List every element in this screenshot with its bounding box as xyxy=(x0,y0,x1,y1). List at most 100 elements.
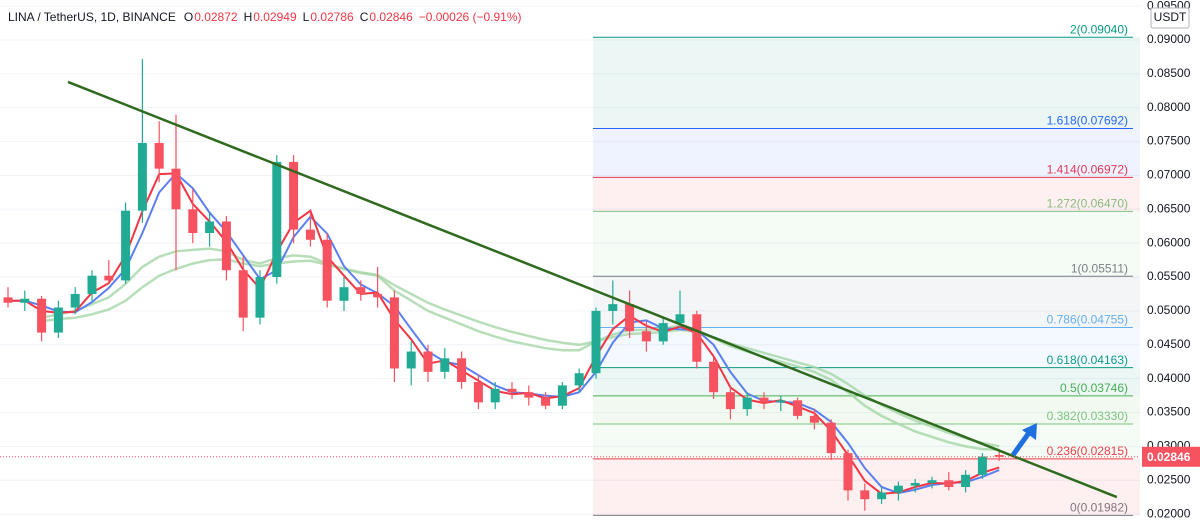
y-tick-label: 0.06000 xyxy=(1147,235,1191,249)
y-tick-label: 0.05000 xyxy=(1147,303,1191,317)
candle-body xyxy=(977,456,987,475)
candle-body xyxy=(675,314,685,324)
candle-body xyxy=(793,400,803,416)
y-tick-label: 0.07500 xyxy=(1147,134,1191,148)
candle-body xyxy=(205,221,215,234)
y-tick-label: 0.06500 xyxy=(1147,201,1191,215)
candle-body xyxy=(255,277,265,318)
fib-band xyxy=(593,37,1140,129)
candle-body xyxy=(591,310,601,374)
symbol-title: LINA / TetherUS, 1D, BINANCE xyxy=(8,10,176,24)
y-tick-label: 0.04000 xyxy=(1147,371,1191,385)
overlay: LINA / TetherUS, 1D, BINANCE O 0.02872 H 0.0… xyxy=(8,10,1037,457)
candle-body xyxy=(625,304,635,332)
candle-body xyxy=(725,392,735,410)
candle-body xyxy=(759,397,769,403)
candle-body xyxy=(70,293,80,308)
candle-body xyxy=(910,482,920,486)
fib-band xyxy=(593,276,1140,328)
fib-label: 0.5(0.03746) xyxy=(1060,381,1128,395)
candle-body xyxy=(709,361,719,393)
y-tick-label: 0.08000 xyxy=(1147,100,1191,114)
candle-body xyxy=(641,331,651,342)
candle-body xyxy=(20,298,30,303)
fib-band xyxy=(593,458,1140,516)
y-tick-label: 0.02000 xyxy=(1147,506,1191,520)
candle-body xyxy=(944,480,954,488)
candle-body xyxy=(490,388,500,403)
candle-body xyxy=(557,385,567,406)
ohlc-label: O xyxy=(184,10,193,24)
candle-body xyxy=(3,297,13,303)
fib-band xyxy=(593,395,1140,425)
candle-body xyxy=(221,221,231,271)
fib-label: 2(0.09040) xyxy=(1070,22,1128,36)
currency-box xyxy=(1150,7,1190,29)
fib-label: 1.414(0.06972) xyxy=(1047,162,1128,176)
candle-body xyxy=(171,168,181,210)
trendline xyxy=(67,80,1118,499)
candle-body xyxy=(524,392,534,398)
ohlc-value: 0.02846 xyxy=(369,10,413,24)
ohlc-label: H xyxy=(244,10,253,24)
candle-body xyxy=(457,358,467,383)
ohlc-value: 0.02872 xyxy=(194,10,238,24)
fib-band xyxy=(593,367,1140,396)
y-tick-label: 0.03500 xyxy=(1147,405,1191,419)
fib-label: 0(0.01982) xyxy=(1070,500,1128,514)
last-price-box xyxy=(1142,446,1200,467)
candle-body xyxy=(305,229,315,240)
candle-body xyxy=(104,275,114,281)
price-change: −0.00026 (−0.91%) xyxy=(419,10,522,24)
candle-body xyxy=(440,358,450,372)
candle-body xyxy=(742,397,752,410)
ohlc-label: L xyxy=(303,10,310,24)
candle-body xyxy=(843,453,853,491)
candle-body xyxy=(87,275,97,294)
candle-body xyxy=(541,397,551,406)
fib-label: 1.618(0.07692) xyxy=(1047,114,1128,128)
y-tick-label: 0.04500 xyxy=(1147,337,1191,351)
y-tick-label: 0.09000 xyxy=(1147,32,1191,46)
candle-body xyxy=(860,490,870,500)
candle-body xyxy=(121,210,131,281)
candle-body xyxy=(608,304,618,311)
fib-band xyxy=(593,327,1140,368)
fib-label: 0.618(0.04163) xyxy=(1047,353,1128,367)
candle-body xyxy=(389,297,399,369)
arrow-head xyxy=(1022,423,1037,440)
candle-body xyxy=(356,287,366,294)
candle-body xyxy=(961,474,971,488)
candle-body xyxy=(994,455,1004,457)
candle-body xyxy=(272,161,282,278)
fib-band xyxy=(593,424,1140,459)
candle-body xyxy=(238,270,248,318)
price-axis: 0.020000.025000.030000.035000.040000.045… xyxy=(1142,0,1200,520)
candle-body xyxy=(877,492,887,500)
candle-body xyxy=(692,314,702,362)
candle-body xyxy=(809,415,819,423)
candle-body xyxy=(658,323,668,342)
candle-body xyxy=(53,307,63,333)
fib-label: 0.236(0.02815) xyxy=(1047,444,1128,458)
candle-body xyxy=(37,298,47,333)
ohlc-value: 0.02786 xyxy=(310,10,354,24)
fib-band xyxy=(593,128,1140,178)
candle-body xyxy=(339,287,349,301)
y-tick-label: 0.07000 xyxy=(1147,168,1191,182)
last-price-label: 0.02846 xyxy=(1147,450,1191,464)
candle-body xyxy=(776,400,786,403)
fib-label: 0.786(0.04755) xyxy=(1047,313,1128,327)
candle-body xyxy=(406,351,416,369)
y-tick-label: 0.08500 xyxy=(1147,66,1191,80)
ohlc-value: 0.02949 xyxy=(253,10,297,24)
fib-band xyxy=(593,211,1140,277)
fib-label: 0.382(0.03330) xyxy=(1047,409,1128,423)
candle-body xyxy=(137,142,147,211)
candle-body xyxy=(893,485,903,493)
fib-label: 1.272(0.06470) xyxy=(1047,197,1128,211)
candle-body xyxy=(423,351,433,372)
candle-body xyxy=(322,239,332,301)
